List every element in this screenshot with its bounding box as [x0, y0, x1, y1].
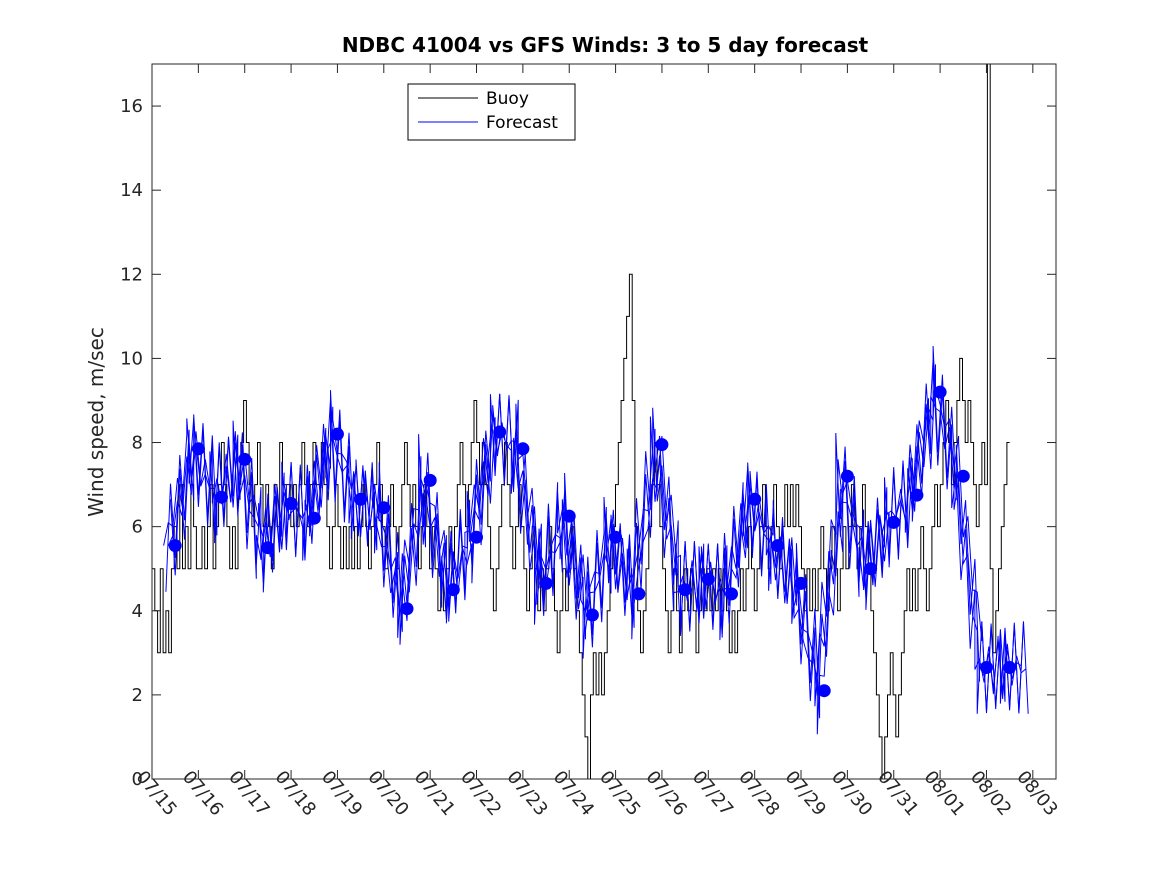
- forecast-dot: [725, 587, 738, 601]
- forecast-dot: [400, 602, 414, 616]
- forecast-dot: [423, 473, 437, 487]
- forecast-dot: [609, 530, 623, 544]
- forecast-dot: [678, 583, 692, 597]
- forecast-dots: [168, 385, 1017, 698]
- forecast-dot: [701, 572, 715, 586]
- forecast-dot: [655, 438, 669, 452]
- forecast-dot: [261, 541, 275, 555]
- series-forecast-lines: [163, 345, 1029, 735]
- forecast-dot: [562, 509, 576, 523]
- forecast-dot: [539, 576, 553, 590]
- forecast-dot: [585, 608, 599, 622]
- forecast-dot: [493, 425, 507, 439]
- forecast-dot: [980, 661, 993, 674]
- forecast-dot: [284, 497, 298, 510]
- legend: Buoy Forecast: [407, 83, 576, 141]
- y-tick-label: 12: [120, 264, 143, 285]
- forecast-dot: [168, 539, 182, 553]
- forecast-dot: [933, 385, 947, 399]
- forecast-dot: [632, 587, 646, 601]
- chart-title: NDBC 41004 vs GFS Winds: 3 to 5 day fore…: [342, 33, 869, 57]
- y-tick-label: 14: [120, 180, 143, 201]
- forecast-run-line: [167, 345, 1027, 735]
- forecast-dot: [307, 511, 321, 525]
- y-tick-label: 16: [120, 96, 143, 117]
- legend-box: [407, 83, 576, 141]
- forecast-dot: [330, 427, 344, 441]
- y-tick-label: 0: [132, 769, 143, 790]
- forecast-run-line: [163, 359, 1022, 696]
- forecast-dot: [748, 492, 762, 506]
- forecast-dot: [516, 442, 530, 456]
- forecast-dot: [354, 492, 368, 506]
- y-tick-label: 10: [120, 348, 143, 369]
- forecast-dot: [910, 488, 924, 502]
- forecast-dot: [470, 530, 483, 544]
- forecast-dot: [1003, 661, 1017, 674]
- forecast-dot: [840, 469, 854, 483]
- forecast-dot: [238, 452, 252, 466]
- forecast-dot: [887, 515, 901, 529]
- forecast-dot: [215, 490, 228, 504]
- legend-label-buoy: Buoy: [486, 89, 529, 109]
- axes-frame: [151, 63, 1057, 780]
- forecast-dot: [771, 539, 785, 553]
- y-tick-label: 2: [132, 685, 143, 706]
- y-tick-label: 8: [132, 433, 143, 454]
- forecast-dot: [794, 576, 808, 590]
- forecast-dot: [864, 562, 878, 576]
- forecast-dot: [817, 684, 831, 698]
- forecast-dot: [446, 583, 460, 597]
- forecast-dot: [191, 442, 205, 456]
- y-tick-label: 4: [132, 601, 143, 622]
- forecast-dot: [377, 501, 391, 515]
- forecast-dot: [956, 469, 970, 483]
- y-axis-label: Wind speed, m/sec: [84, 327, 108, 517]
- legend-label-forecast: Forecast: [486, 113, 558, 133]
- forecast-run-line: [170, 364, 1029, 719]
- y-tick-label: 6: [132, 517, 143, 538]
